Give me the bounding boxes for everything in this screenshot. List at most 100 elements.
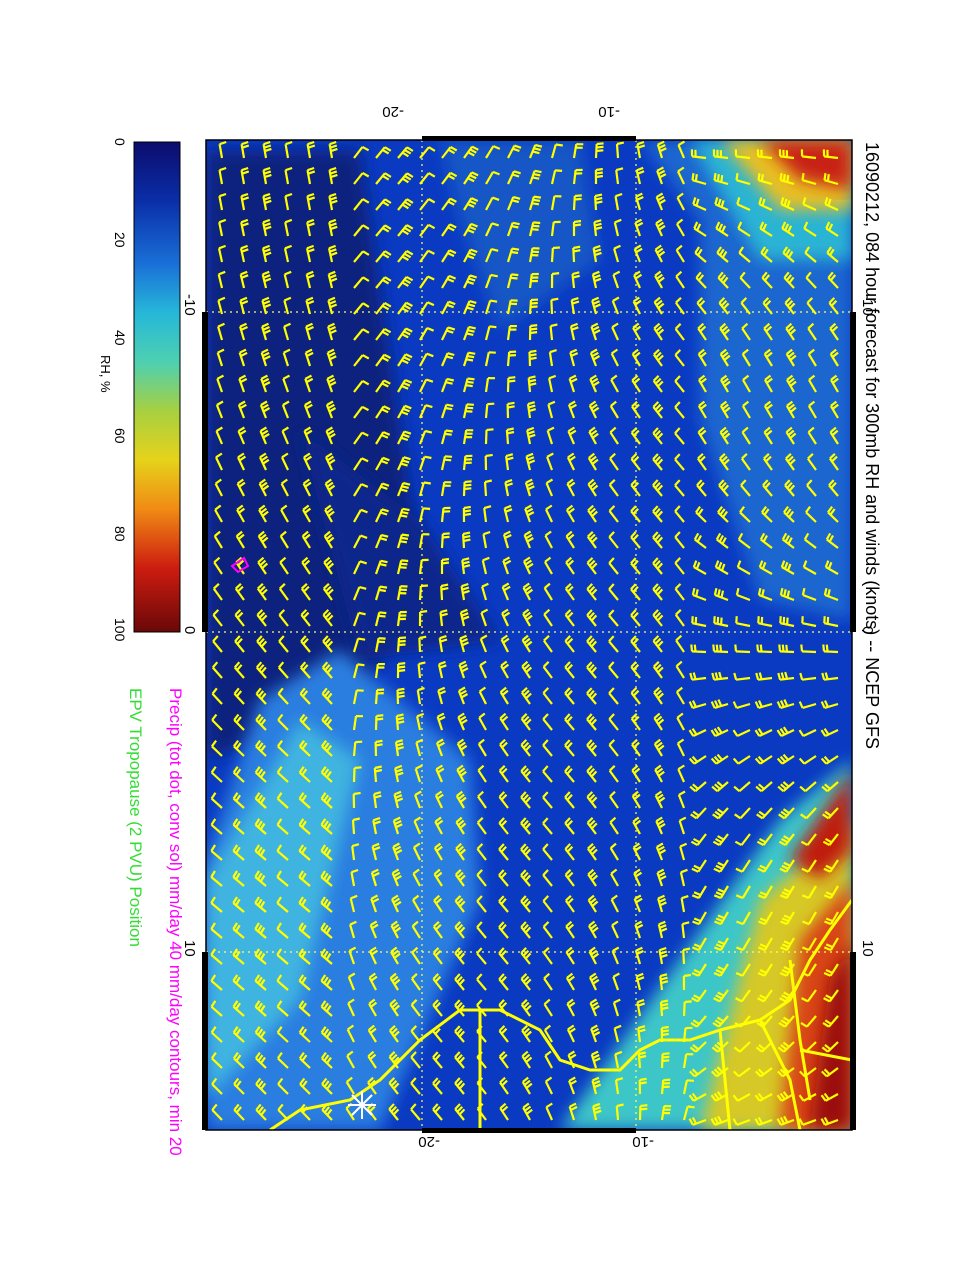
left-axis-tick: -10 xyxy=(181,294,198,316)
wind-barb-staff xyxy=(210,876,223,887)
wind-barb-feather xyxy=(348,946,357,952)
wind-barb-feather xyxy=(432,973,440,980)
wind-barb-feather xyxy=(786,617,789,625)
wind-barb-staff xyxy=(758,593,773,602)
wind-barb-feather xyxy=(798,757,806,765)
wind-barb-feather xyxy=(447,352,455,357)
wind-barb-staff xyxy=(719,859,729,873)
wind-barb-feather xyxy=(657,380,664,388)
wind-barb-feather xyxy=(807,453,814,460)
wind-barb-feather xyxy=(305,403,313,410)
wind-barb-staff xyxy=(588,925,597,939)
wind-barb-staff xyxy=(391,872,400,887)
wind-barb-feather xyxy=(264,225,272,231)
wind-barb-feather xyxy=(689,1070,696,1078)
wind-barb-staff xyxy=(565,925,575,939)
wind-barb-staff xyxy=(630,510,641,523)
wind-barb-feather xyxy=(586,739,593,746)
wind-barb-feather xyxy=(640,1104,648,1108)
wind-barb-feather xyxy=(320,844,327,852)
wind-barb-staff xyxy=(741,885,751,899)
wind-barb-feather xyxy=(458,926,466,934)
wind-barb-staff xyxy=(299,1083,311,1095)
wind-barb-feather xyxy=(528,433,536,439)
wind-barb-staff xyxy=(418,585,422,601)
wind-barb-feather xyxy=(219,192,227,198)
wind-barb-feather xyxy=(469,300,477,304)
wind-barb-feather xyxy=(658,250,666,257)
wind-barb-feather xyxy=(328,244,336,250)
wind-barb-feather xyxy=(323,768,330,776)
wind-barb-feather xyxy=(632,296,640,303)
wind-barb-feather xyxy=(782,753,790,761)
wind-barb-staff xyxy=(804,538,817,549)
wind-barb-feather xyxy=(259,770,266,778)
wind-barb-feather xyxy=(722,377,729,384)
wind-barb-feather xyxy=(241,166,249,172)
wind-barb-feather xyxy=(785,453,792,460)
colorbar-tick: 20 xyxy=(112,232,128,248)
wind-barb-feather xyxy=(237,585,244,593)
wind-barb-feather xyxy=(829,274,837,281)
wind-barb-feather xyxy=(395,797,404,803)
wind-barb-staff xyxy=(736,179,751,186)
wind-barb-feather xyxy=(301,716,308,724)
wind-barb-staff xyxy=(694,252,707,263)
wind-barb-staff xyxy=(635,170,642,185)
wind-barb-feather xyxy=(829,426,837,434)
wind-barb-feather xyxy=(823,997,831,1003)
wind-barb-staff xyxy=(305,326,312,341)
wind-barb-feather xyxy=(658,199,666,205)
wind-barb-feather xyxy=(697,322,705,330)
wind-barb-feather xyxy=(653,322,661,330)
wind-barb-feather xyxy=(498,947,505,954)
wind-barb-feather xyxy=(569,348,578,354)
wind-barb-staff xyxy=(320,876,333,887)
wind-barb-staff xyxy=(761,511,773,523)
wind-barb-staff xyxy=(321,1109,333,1121)
wind-barb-feather xyxy=(654,637,662,645)
wind-barb-staff xyxy=(608,614,619,627)
wind-barb-feather xyxy=(259,1004,266,1012)
wind-barb-staff xyxy=(237,404,246,419)
wind-barb-feather xyxy=(595,171,603,175)
wind-barb-feather xyxy=(232,1000,239,1008)
wind-barb-feather xyxy=(738,246,745,254)
wind-barb-feather xyxy=(761,561,767,570)
wind-barb-staff xyxy=(568,1080,576,1095)
wind-barb-feather xyxy=(301,742,308,750)
wind-barb-staff xyxy=(477,743,487,757)
wind-barb-staff xyxy=(694,1067,707,1078)
wind-barb-staff xyxy=(565,509,575,523)
wind-barb-feather xyxy=(639,1081,647,1085)
wind-barb-feather xyxy=(401,511,409,515)
wind-barb-feather xyxy=(236,504,244,511)
wind-barb-feather xyxy=(320,922,326,930)
wind-barb-feather xyxy=(761,589,765,597)
wind-barb-staff xyxy=(440,482,446,497)
wind-barb-staff xyxy=(804,252,817,263)
wind-barb-feather xyxy=(825,891,834,897)
wind-barb-staff xyxy=(298,902,311,913)
wind-barb-feather xyxy=(298,844,305,852)
wind-barb-feather xyxy=(382,278,390,285)
wind-barb-feather xyxy=(501,1105,509,1113)
wind-barb-feather xyxy=(461,641,469,647)
wind-barb-staff xyxy=(785,353,795,367)
wind-barb-feather xyxy=(468,277,476,282)
wind-barb-feather xyxy=(384,146,392,152)
wind-barb-feather xyxy=(458,1056,466,1064)
wind-barb-feather xyxy=(374,768,383,773)
wind-barb-feather xyxy=(260,481,268,488)
wind-barb-staff xyxy=(522,587,531,601)
wind-barb-staff xyxy=(279,561,289,575)
wind-barb-feather xyxy=(257,1002,263,1010)
wind-barb-feather xyxy=(522,897,529,905)
wind-barb-feather xyxy=(486,428,494,432)
wind-barb-staff xyxy=(233,666,245,679)
wind-barb-feather xyxy=(568,481,576,488)
wind-barb-feather xyxy=(260,374,269,380)
wind-barb-feather xyxy=(461,586,470,591)
wind-barb-feather xyxy=(260,614,268,622)
wind-barb-staff xyxy=(276,771,289,783)
